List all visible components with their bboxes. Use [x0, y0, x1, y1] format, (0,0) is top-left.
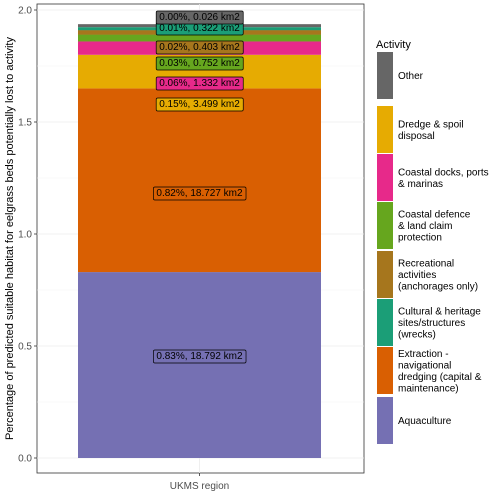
legend-swatch: [377, 202, 393, 249]
legend-label: Aquaculture: [398, 416, 452, 427]
y-tick-label: 0.5: [18, 342, 32, 353]
legend-swatch: [377, 299, 393, 346]
legend-swatch: [377, 347, 393, 394]
data-label-text: 0.00%, 0.026 km2: [159, 12, 240, 23]
legend-swatch: [377, 106, 393, 153]
y-axis: 0.0 0.5 1.0 1.5 2.0: [18, 6, 37, 465]
data-label-other: 0.00%, 0.026 km2: [155, 10, 244, 25]
data-label-box: [155, 40, 244, 55]
data-label-text: 0.01%, 0.322 km2: [159, 23, 240, 34]
legend-item-defence: Coastal defence & land claim protection: [377, 202, 471, 249]
legend-label: Cultural & heritage sites/structures (wrec…: [398, 307, 481, 341]
data-label-box: [155, 97, 244, 112]
data-label-extraction: 0.82%, 18.727 km2: [153, 186, 247, 201]
data-label-text: 0.02%, 0.403 km2: [159, 42, 240, 53]
legend-item-recreation: Recreational activities (anchorages only): [377, 251, 478, 298]
data-label-box: [153, 349, 247, 364]
data-label-box: [155, 76, 244, 91]
bar-segment-cap-defence: [78, 34, 321, 42]
data-label-text: 0.15%, 3.499 km2: [159, 99, 240, 110]
x-tick-label: UKMS region: [170, 481, 229, 492]
data-label-text: 0.82%, 18.727 km2: [156, 188, 243, 199]
data-label-dredge: 0.15%, 3.499 km2: [155, 97, 244, 112]
y-tick-label: 1.5: [18, 118, 32, 129]
legend-label: Recreational activities (anchorages only): [398, 259, 478, 293]
legend-swatch: [377, 154, 393, 201]
legend-label: Dredge & spoil disposal: [398, 119, 464, 142]
bars: [78, 24, 321, 458]
legend-label: Coastal docks, ports & marinas: [398, 167, 489, 190]
legend-item-heritage: Cultural & heritage sites/structures (wrec…: [377, 299, 481, 346]
data-label-text: 0.06%, 1.332 km2: [159, 78, 240, 89]
legend-item-other: Other: [377, 52, 424, 99]
data-label-aquaculture: 0.83%, 18.792 km2: [153, 349, 247, 364]
legend-item-aquaculture: Aquaculture: [377, 397, 452, 444]
data-label-recreation: 0.02%, 0.403 km2: [155, 40, 244, 55]
legend-swatch: [377, 397, 393, 444]
legend-label: Extraction -navigational dredging (capita…: [398, 349, 482, 395]
data-label-box: [153, 186, 247, 201]
data-label-box: [155, 10, 244, 25]
y-axis-title: Percentage of predicted suitable habitat…: [4, 37, 16, 440]
data-labels: 0.83%, 18.792 km2 0.82%, 18.727 km2 0.15%,…: [153, 10, 247, 364]
legend-title: Activity: [376, 39, 411, 51]
y-tick-label: 1.0: [18, 230, 32, 241]
y-tick-label: 2.0: [18, 6, 32, 17]
legend-swatch: [377, 52, 393, 99]
bar-segment-extraction: [78, 88, 321, 273]
y-tick-label: 0.0: [18, 454, 32, 465]
legend-swatch: [377, 251, 393, 298]
legend: Activity Other Dredge & spoil disposal Coas…: [376, 39, 489, 444]
legend-item-docks: Coastal docks, ports & marinas: [377, 154, 489, 201]
legend-label: Other: [398, 71, 424, 82]
data-label-text: 0.03%, 0.752 km2: [159, 58, 240, 69]
data-label-text: 0.83%, 18.792 km2: [156, 351, 243, 362]
legend-label: Coastal defence & land claim protection: [398, 210, 471, 244]
plot-area: 0.83%, 18.792 km2 0.82%, 18.727 km2 0.15%,…: [36, 3, 365, 474]
legend-item-extraction: Extraction -navigational dredging (capita…: [377, 347, 482, 394]
bar-segment-aquaculture: [78, 272, 321, 458]
data-label-docks: 0.06%, 1.332 km2: [155, 76, 244, 91]
data-label-defence: 0.03%, 0.752 km2: [155, 56, 244, 71]
data-label-box: [155, 56, 244, 71]
x-axis: UKMS region: [170, 473, 229, 492]
legend-item-dredge: Dredge & spoil disposal: [377, 106, 464, 153]
